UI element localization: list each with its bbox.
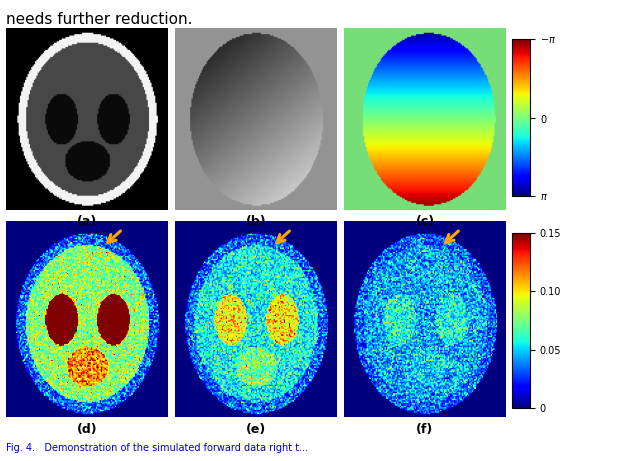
Text: (c): (c) xyxy=(415,215,435,228)
Text: (f): (f) xyxy=(417,423,433,436)
Text: (a): (a) xyxy=(77,215,97,228)
Text: needs further reduction.: needs further reduction. xyxy=(6,12,193,27)
Text: (b): (b) xyxy=(246,215,266,228)
Text: (e): (e) xyxy=(246,423,266,436)
Text: Fig. 4.   Demonstration of the simulated forward data right t...: Fig. 4. Demonstration of the simulated f… xyxy=(6,443,308,454)
Text: (d): (d) xyxy=(77,423,97,436)
